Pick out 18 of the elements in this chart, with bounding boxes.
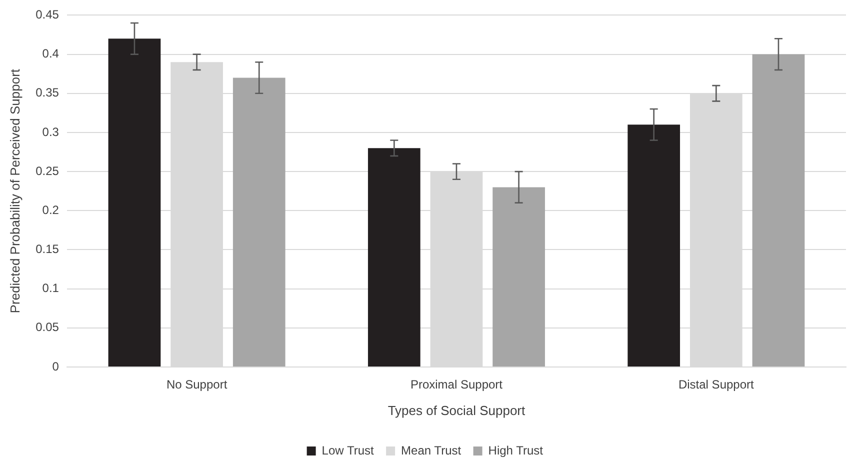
x-tick-label: No Support: [166, 378, 228, 392]
legend-label: High Trust: [488, 443, 544, 458]
y-tick-label: 0.1: [42, 281, 60, 296]
y-tick-label: 0.35: [36, 86, 60, 100]
x-tick-label: Distal Support: [678, 378, 755, 392]
legend-label: Low Trust: [322, 443, 374, 458]
y-tick-label: 0.15: [36, 242, 60, 256]
x-axis-title: Types of Social Support: [388, 402, 526, 418]
y-tick-label: 0.05: [36, 320, 60, 334]
y-tick-label: 0.25: [36, 164, 60, 178]
legend-label: Mean Trust: [401, 443, 462, 458]
y-tick-label: 0: [52, 359, 60, 374]
y-tick-label: 0.2: [42, 202, 60, 217]
y-tick-label: 0.45: [36, 8, 60, 22]
y-tick-label: 0.3: [42, 124, 60, 139]
y-axis-title: Predicted Probability of Perceived Support: [7, 68, 22, 314]
x-tick-label: Proximal Support: [410, 378, 504, 392]
y-tick-label: 0.4: [42, 46, 60, 61]
